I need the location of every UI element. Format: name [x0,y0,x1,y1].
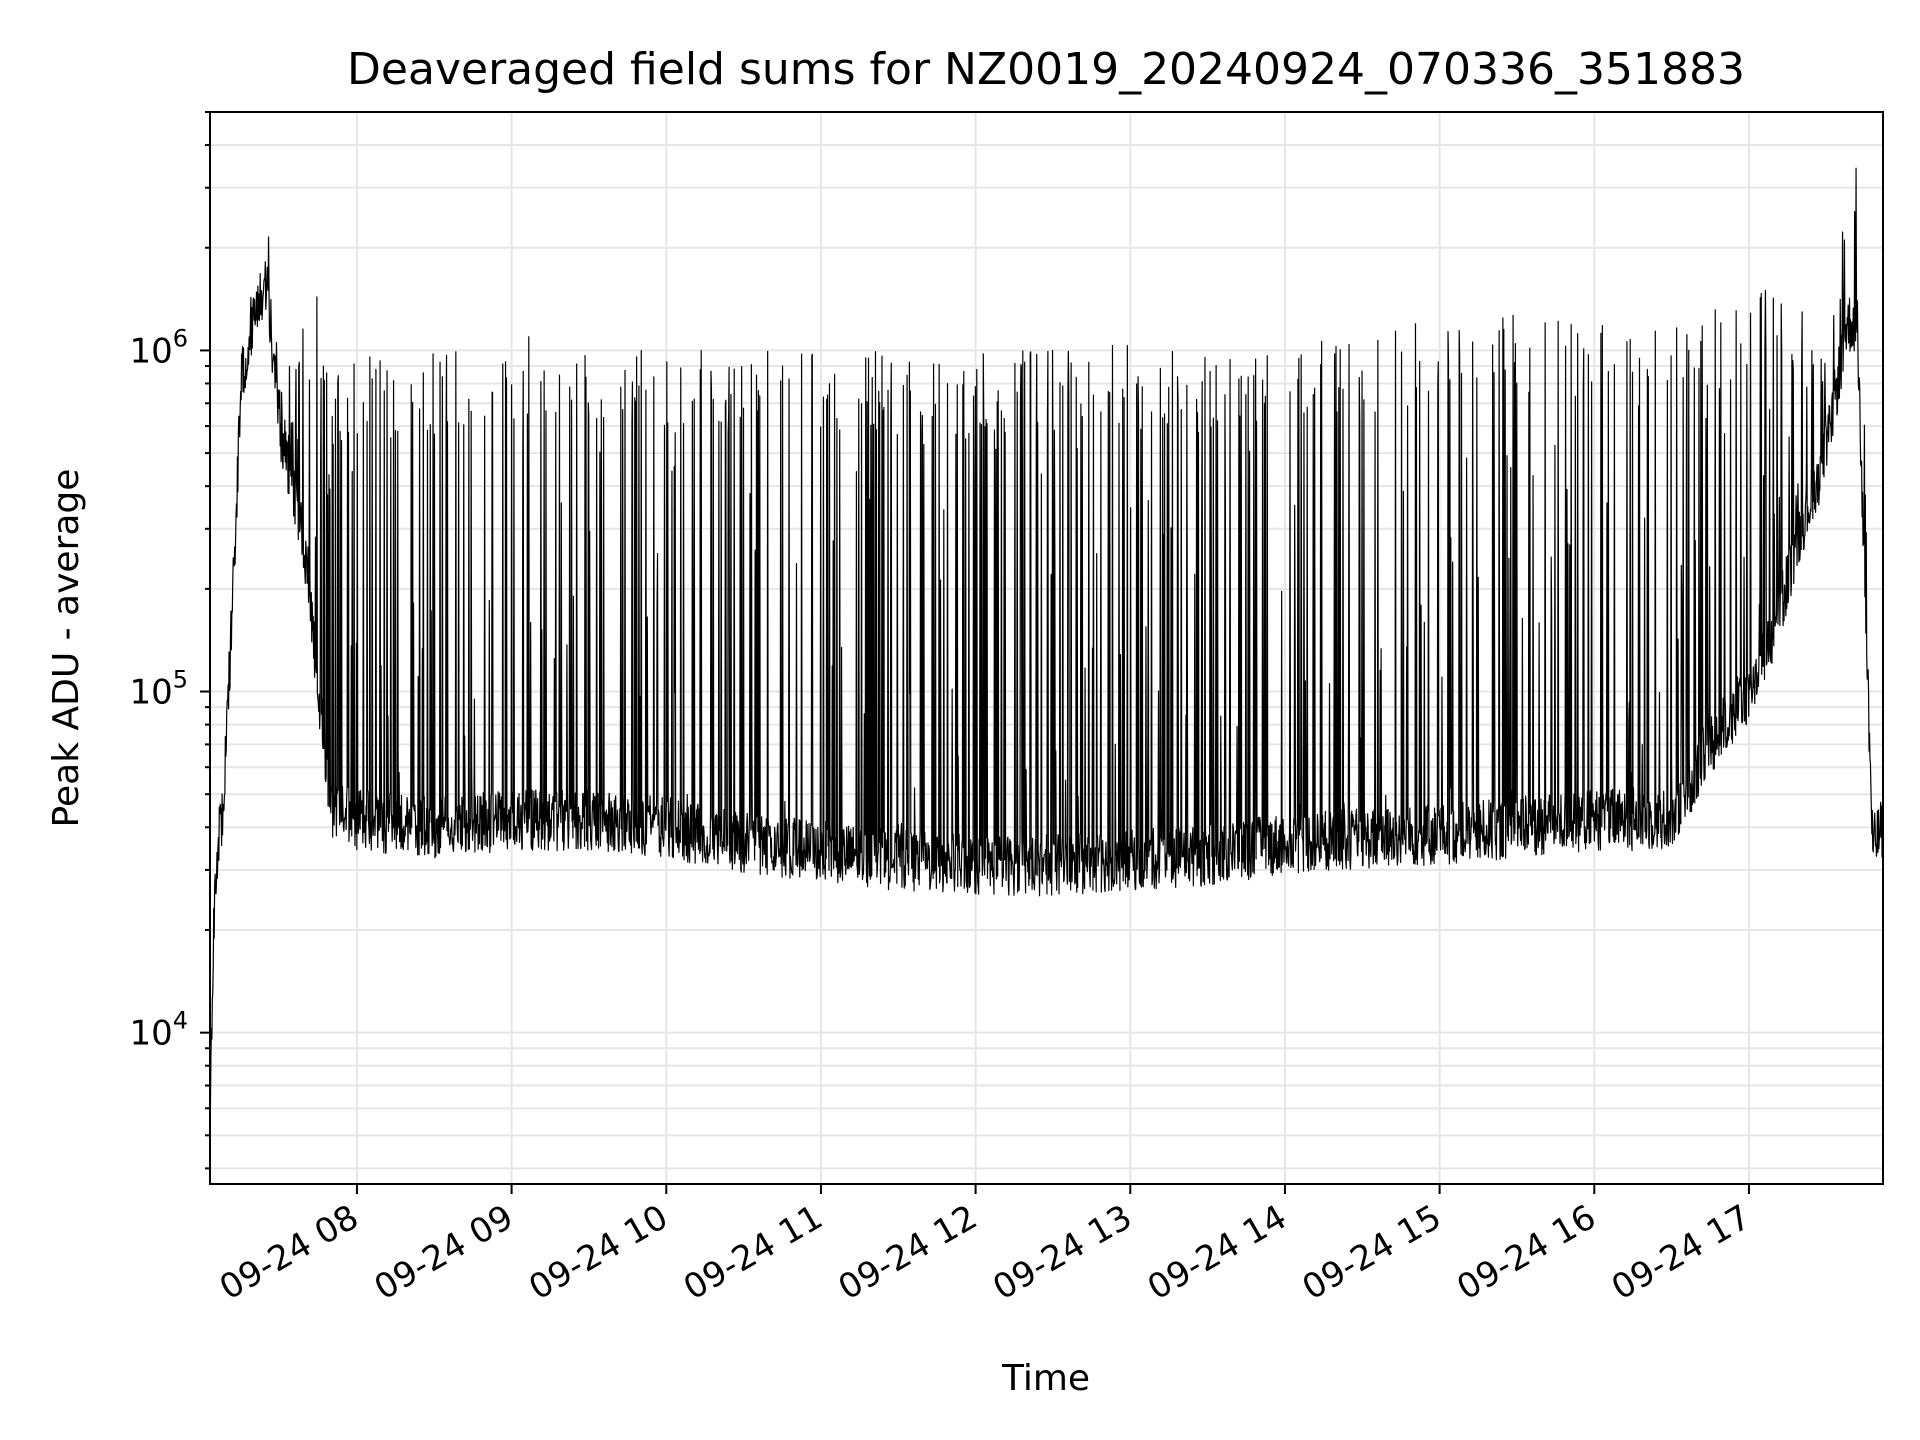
y-tick-label: 106 [129,324,188,371]
y-tick-base: 10 [129,673,172,713]
y-tick-base: 10 [129,1014,172,1054]
y-tick-base: 10 [129,331,172,371]
y-tick-exponent: 4 [173,1007,188,1035]
chart-title: Deaveraged field sums for NZ0019_2024092… [347,44,1745,95]
y-tick-exponent: 5 [173,666,188,694]
plot-frame [209,111,1884,1185]
y-tick-exponent: 6 [173,324,188,352]
series-line [210,167,1883,1106]
y-axis-label: Peak ADU - average [46,469,87,828]
x-axis-label: Time [1001,1358,1090,1399]
y-tick-label: 105 [129,666,188,713]
series-path [210,167,1883,1106]
y-tick-label: 104 [129,1007,188,1054]
